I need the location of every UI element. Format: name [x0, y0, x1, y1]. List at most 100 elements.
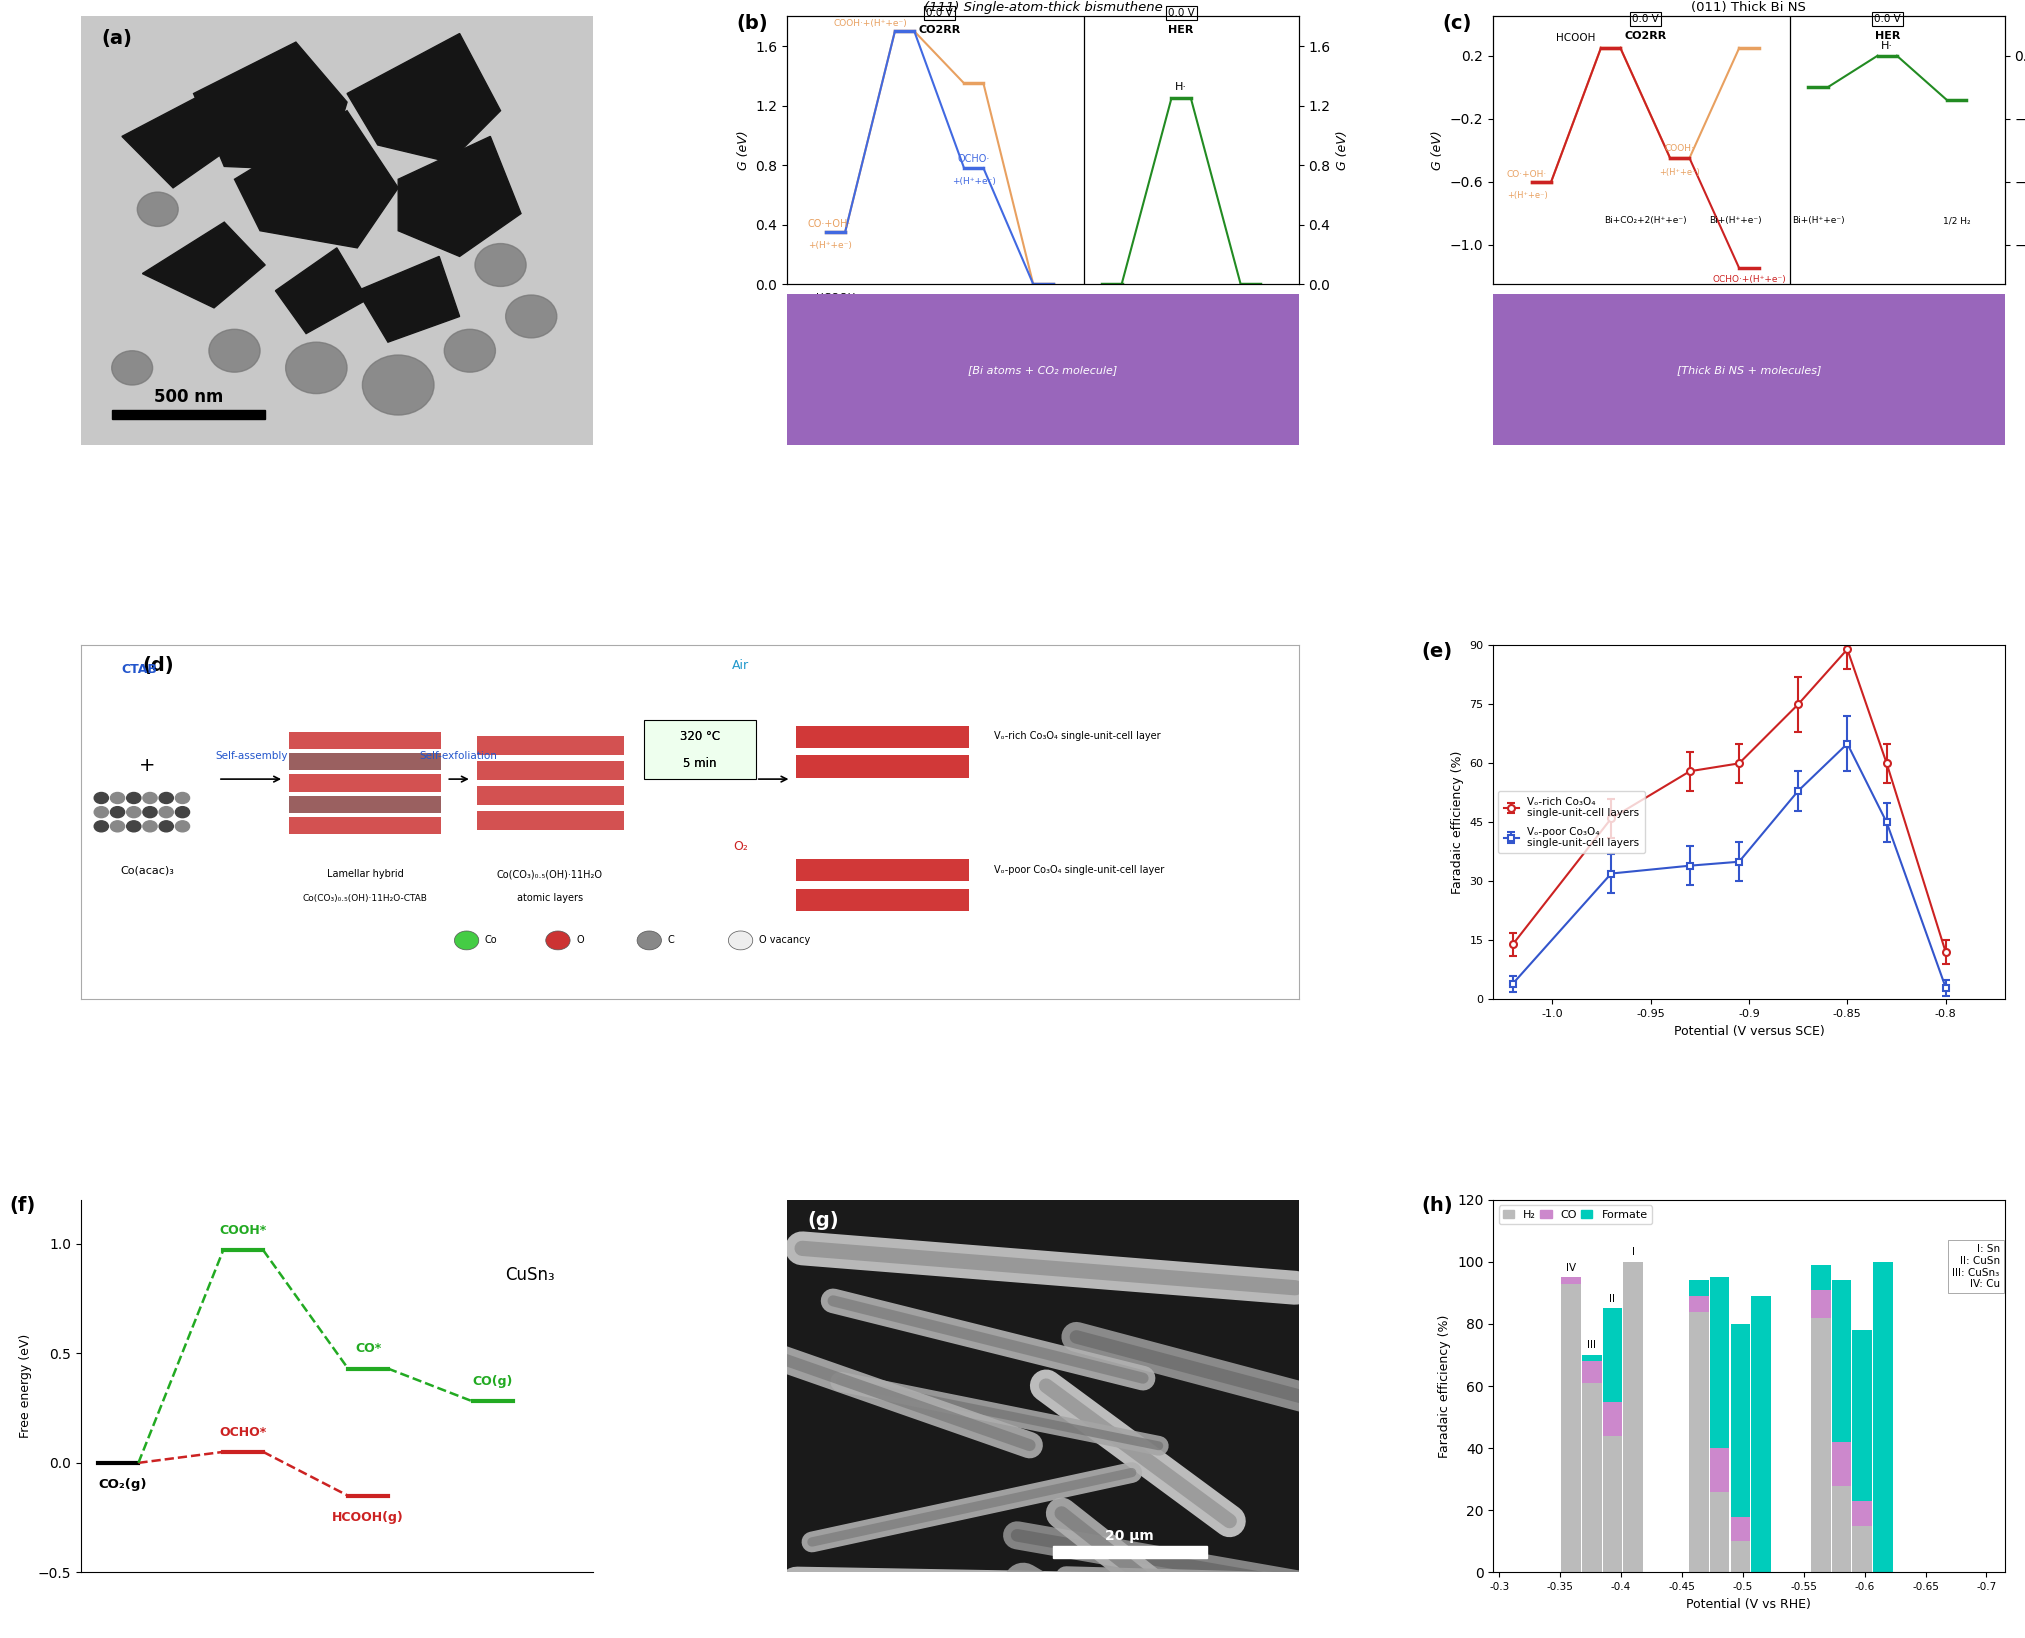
Text: CO·+OH·: CO·+OH· [1507, 170, 1547, 179]
Text: HCOOH: HCOOH [816, 293, 855, 303]
Text: (b): (b) [735, 13, 767, 33]
Text: 0.0 V: 0.0 V [1632, 15, 1658, 25]
Bar [1731, 1324, 1750, 1517]
Text: CuSn₃: CuSn₃ [506, 1266, 555, 1284]
Text: OCHO·+(H⁺+e⁻): OCHO·+(H⁺+e⁻) [1711, 275, 1786, 283]
Circle shape [176, 793, 190, 804]
Text: 5 min: 5 min [682, 757, 717, 770]
Text: 1/2 H₂: 1/2 H₂ [1942, 216, 1970, 226]
Bar [1602, 1437, 1622, 1572]
Bar [1853, 1330, 1871, 1500]
Text: Self-assembly: Self-assembly [215, 752, 288, 762]
Circle shape [160, 821, 174, 832]
Circle shape [95, 793, 109, 804]
Circle shape [128, 806, 142, 817]
Text: (h): (h) [1422, 1196, 1454, 1215]
Text: Bi+(H⁺+e⁻): Bi+(H⁺+e⁻) [1709, 216, 1762, 226]
Bar [290, 817, 441, 834]
Circle shape [160, 793, 174, 804]
Text: (c): (c) [1442, 13, 1472, 33]
Text: 5 min: 5 min [682, 757, 717, 770]
Text: CO₂(g): CO₂(g) [99, 1477, 148, 1491]
Text: OCHO·: OCHO· [958, 154, 990, 164]
Polygon shape [346, 33, 500, 162]
Text: CO2RR: CO2RR [917, 25, 960, 36]
Text: Vₒ-rich Co₃O₄ single-unit-cell layer: Vₒ-rich Co₃O₄ single-unit-cell layer [994, 731, 1160, 740]
Text: 0.0 V: 0.0 V [925, 8, 952, 18]
Text: I: I [1632, 1247, 1634, 1258]
Text: O vacancy: O vacancy [759, 935, 810, 945]
Text: IV: IV [1565, 1263, 1575, 1273]
Legend: H₂, CO, Formate: H₂, CO, Formate [1498, 1206, 1652, 1224]
Circle shape [176, 821, 190, 832]
Bar [1752, 1296, 1770, 1572]
Text: COOH·: COOH· [1665, 144, 1695, 154]
Text: CTAB: CTAB [122, 663, 158, 676]
Text: 500 nm: 500 nm [154, 388, 223, 406]
Text: Bi+(H⁺+e⁻): Bi+(H⁺+e⁻) [1792, 216, 1845, 226]
Polygon shape [399, 136, 520, 257]
Text: Self-exfoliation: Self-exfoliation [419, 752, 498, 762]
Legend: Vₒ-rich Co₃O₄
single-unit-cell layers, Vₒ-poor Co₃O₄
single-unit-cell layers: Vₒ-rich Co₃O₄ single-unit-cell layers, V… [1498, 791, 1644, 853]
Text: 1/2 H₂: 1/2 H₂ [1237, 301, 1264, 311]
Bar [1731, 1541, 1750, 1572]
Bar [796, 860, 968, 881]
Circle shape [547, 930, 571, 950]
Bar [1833, 1281, 1851, 1441]
Y-axis label: Faradaic efficiency (%): Faradaic efficiency (%) [1450, 750, 1464, 894]
Text: CO2RR: CO2RR [1624, 31, 1667, 41]
Bar [1709, 1492, 1729, 1572]
Bar [1853, 1500, 1871, 1527]
Text: (d): (d) [142, 655, 174, 675]
Text: O₂: O₂ [733, 840, 747, 853]
Text: COOH·+(H⁺+e⁻): COOH·+(H⁺+e⁻) [832, 20, 907, 28]
Text: H·: H· [1174, 82, 1187, 92]
Text: HCOOH(g): HCOOH(g) [332, 1512, 403, 1523]
Text: +(H⁺+e⁻): +(H⁺+e⁻) [808, 241, 853, 251]
Circle shape [95, 821, 109, 832]
Text: COOH*: COOH* [219, 1224, 267, 1237]
Bar [1709, 1448, 1729, 1492]
Bar [476, 762, 624, 780]
Bar [290, 796, 441, 812]
Title: (111) Single-atom-thick bismuthene: (111) Single-atom-thick bismuthene [923, 2, 1162, 13]
Circle shape [128, 793, 142, 804]
Bar [476, 786, 624, 804]
Circle shape [160, 806, 174, 817]
Y-axis label: Free energy (eV): Free energy (eV) [18, 1333, 32, 1438]
Polygon shape [275, 247, 367, 334]
Bar [1582, 1382, 1602, 1572]
Circle shape [111, 806, 126, 817]
Bar [1810, 1289, 1831, 1317]
Bar [1561, 1284, 1582, 1572]
Bar [1853, 1527, 1871, 1572]
Text: 0.0 V: 0.0 V [1168, 8, 1195, 18]
Bar [1833, 1441, 1851, 1486]
Text: III: III [1588, 1340, 1596, 1350]
Bar [796, 755, 968, 778]
Bar [290, 775, 441, 791]
Circle shape [95, 806, 109, 817]
Polygon shape [122, 93, 235, 188]
Circle shape [138, 192, 178, 226]
Text: I: Sn
II: CuSn
III: CuSn₃
IV: Cu: I: Sn II: CuSn III: CuSn₃ IV: Cu [1952, 1245, 1999, 1289]
Bar [1810, 1317, 1831, 1572]
Bar [1602, 1309, 1622, 1402]
Text: HER: HER [1875, 31, 1899, 41]
Text: [Thick Bi NS + molecules]: [Thick Bi NS + molecules] [1677, 365, 1820, 375]
Y-axis label: Faradaic efficiency (%): Faradaic efficiency (%) [1438, 1314, 1452, 1458]
Y-axis label: G (eV): G (eV) [1432, 131, 1444, 170]
Text: 0.0 V: 0.0 V [1873, 15, 1901, 25]
Circle shape [128, 821, 142, 832]
Text: Bi+CO₂+2(H⁺+e⁻): Bi+CO₂+2(H⁺+e⁻) [1604, 216, 1687, 226]
Bar [1602, 1402, 1622, 1437]
Text: OCHO*: OCHO* [219, 1425, 267, 1438]
Text: Co: Co [484, 935, 498, 945]
Circle shape [176, 806, 190, 817]
Text: Lamellar hybrid: Lamellar hybrid [326, 870, 403, 880]
Text: CO*: CO* [354, 1343, 381, 1355]
Text: Bi+(H⁺+e⁻): Bi+(H⁺+e⁻) [1002, 301, 1055, 311]
Text: Co(acac)₃: Co(acac)₃ [119, 865, 174, 876]
Bar [1810, 1265, 1831, 1289]
Bar [796, 889, 968, 911]
